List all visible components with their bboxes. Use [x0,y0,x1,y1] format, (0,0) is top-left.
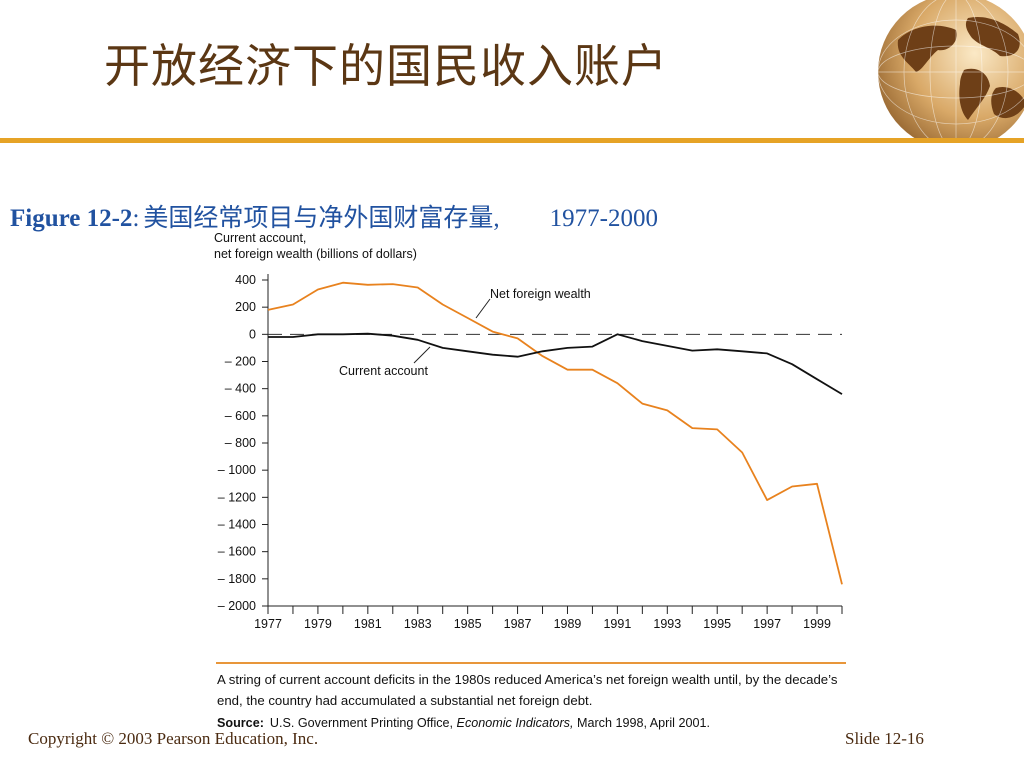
figure-note: A string of current account deficits in … [217,672,838,708]
source-publication: Economic Indicators, [456,716,574,730]
line-chart: Current account, net foreign wealth (bill… [214,231,843,631]
figure-years: 1977-2000 [549,205,658,232]
y-tick-label: – 1000 [218,463,256,477]
source-label: Source: [217,716,264,730]
y-tick-label: 0 [249,327,256,341]
net-foreign-wealth-line [267,281,843,585]
figure-title: 美国经常项目与净外国财富存量, [143,205,500,232]
y-tick-label: 200 [235,300,256,314]
x-tick-label: 1981 [354,617,382,631]
figure-caption: Figure 12-2: 美国经常项目与净外国财富存量, 1977-2000 [10,198,658,234]
note-divider [216,662,846,664]
figure-source: Source: U.S. Government Printing Office, … [217,716,710,730]
current-account-leader [413,346,431,364]
x-tick-label: 1979 [304,617,332,631]
current-account-line [268,332,843,395]
footer-slide-number: Slide 12-16 [845,729,924,748]
slide-title: 开放经济下的国民收入账户 [104,39,668,93]
y-tick-label: – 400 [225,382,256,396]
x-tick-label: 1977 [254,617,282,631]
x-tick-label: 1995 [703,617,731,631]
y-tick-label: – 1600 [218,545,256,559]
x-tick-label: 1987 [504,617,532,631]
x-tick-label: 1993 [653,617,681,631]
y-tick-label: – 1800 [218,572,256,586]
y-tick-label: – 1200 [218,490,256,504]
net-foreign-wealth-leader [475,298,491,319]
y-axis-label-line1: Current account, [214,231,306,245]
y-tick-label: – 2000 [218,599,256,613]
net-foreign-wealth-annotation: Net foreign wealth [490,287,591,301]
title-divider [0,138,1024,143]
current-account-annotation: Current account [339,364,428,378]
x-tick-label: 1989 [554,617,582,631]
x-tick-label: 1997 [753,617,781,631]
source-dates: March 1998, April 2001. [573,716,710,730]
x-tick-label: 1985 [454,617,482,631]
y-tick-label: 400 [235,273,256,287]
x-tick-label: 1991 [603,617,631,631]
y-tick-label: – 1400 [218,518,256,532]
globe-logo [878,0,1024,140]
y-tick-label: – 200 [225,355,256,369]
y-axis-label-line2: net foreign wealth (billions of dollars) [214,247,417,261]
source-publisher: U.S. Government Printing Office, [269,716,457,730]
x-tick-label: 1999 [803,617,831,631]
figure-number: Figure 12-2 [10,205,133,232]
x-tick-label: 1983 [404,617,432,631]
figure-colon: : [132,205,140,232]
footer-copyright: Copyright © 2003 Pearson Education, Inc. [28,729,319,748]
y-tick-label: – 600 [225,409,256,423]
y-tick-label: – 800 [225,436,256,450]
